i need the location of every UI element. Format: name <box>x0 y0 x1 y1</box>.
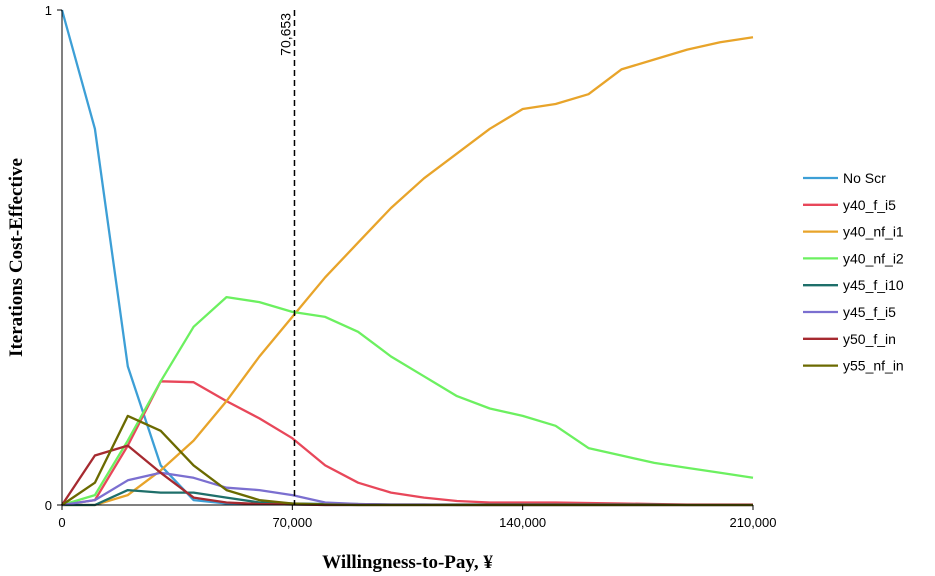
y-axis-title: Iterations Cost-Effective <box>6 158 27 357</box>
legend: No Scr y40_f_i5 y40_nf_i1 y40_nf_i2 y45_f_i1… <box>803 170 904 374</box>
legend-label-y40_f_i5: y40_f_i5 <box>843 197 896 213</box>
series-line-No Scr <box>60 9 753 507</box>
x-tick-label: 70,000 <box>272 515 312 530</box>
y-ticks: 01 <box>45 3 62 513</box>
legend-label-y45_f_i5: y45_f_i5 <box>843 304 896 320</box>
legend-label-y50_f_in: y50_f_in <box>843 331 896 347</box>
legend-label-y45_f_i10: y45_f_i10 <box>843 277 904 293</box>
x-tick-label: 210,000 <box>730 515 777 530</box>
legend-label-y40_nf_i1: y40_nf_i1 <box>843 224 904 240</box>
series-line-y40_nf_i2 <box>61 295 754 507</box>
series-lines <box>60 9 754 507</box>
series-line-y45_f_i10 <box>62 488 753 507</box>
x-tick-label: 0 <box>58 515 65 530</box>
series-line-y40_nf_i1 <box>62 36 754 507</box>
legend-label-y55_nf_in: y55_nf_in <box>843 358 904 374</box>
y-tick-label: 0 <box>45 498 52 513</box>
series-line-y40_f_i5 <box>61 380 753 507</box>
x-tick-label: 140,000 <box>499 515 546 530</box>
x-ticks: 0 70,000 140,000 210,000 <box>58 505 777 530</box>
legend-label-No Scr: No Scr <box>843 170 886 186</box>
legend-label-y40_nf_i2: y40_nf_i2 <box>843 250 904 266</box>
x-axis-title: Willingness-to-Pay, ¥ <box>322 552 493 573</box>
y-tick-label: 1 <box>45 3 52 18</box>
reference-line-label: 70,653 <box>277 13 293 56</box>
